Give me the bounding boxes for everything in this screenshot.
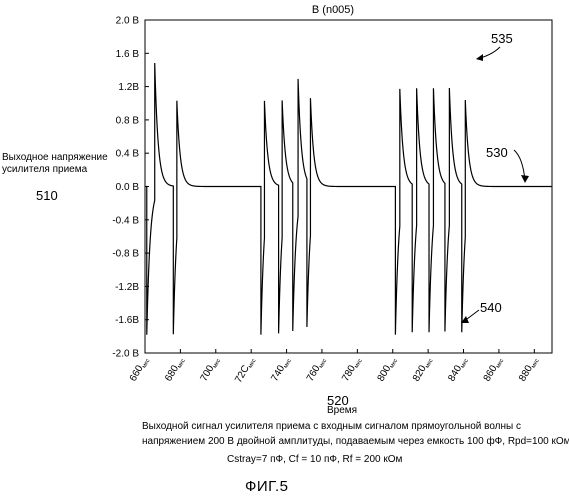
- x-tick-label: 780мкс: [340, 355, 364, 384]
- x-tick-label: 740мкс: [269, 355, 293, 384]
- annotation-535-arrowhead: [476, 54, 483, 61]
- figure-label: ФИГ.5: [245, 478, 289, 495]
- y-tick-label: -0.4 В: [112, 215, 139, 226]
- y-tick-label: -0.8 В: [112, 249, 139, 260]
- annotation-540: 540: [480, 300, 502, 315]
- annotation-535: 535: [491, 31, 513, 46]
- caption-line-3: Cstray=7 пФ, Cf = 10 пФ, Rf = 200 кОм: [227, 454, 402, 465]
- x-tick-label: 760мкс: [305, 355, 329, 384]
- x-axis-ticks: 660мкс680мкс700мкс72Смкс740мкс760мкс780м…: [128, 349, 541, 385]
- y-tick-label: -2.0 В: [112, 349, 139, 360]
- y-tick-label: 0.0 В: [116, 182, 140, 193]
- x-tick-label: 800мкс: [376, 355, 400, 384]
- y-axis-reference-number: 510: [36, 188, 58, 203]
- chart-title: В (n005): [312, 4, 354, 16]
- annotation-530-arrowhead: [521, 175, 529, 183]
- annotation-530: 530: [486, 145, 508, 160]
- x-tick-label: 72Смкс: [233, 355, 257, 385]
- y-axis-ticks: 2.0 В1.6 В1.2В0.8 В0.4 В0.0 В-0.4 В-0.8 …: [112, 16, 149, 360]
- caption-line-2: напряжением 200 В двойной амплитуды, под…: [142, 436, 569, 447]
- x-tick-label: 820мкс: [411, 355, 435, 384]
- x-tick-label: 680мкс: [163, 355, 187, 384]
- y-axis-label: Выходное напряжение усилителя приема: [2, 152, 136, 176]
- y-tick-label: 0.8 В: [116, 115, 140, 126]
- y-tick-label: 1.6 В: [116, 49, 140, 60]
- x-tick-label: 700мкс: [199, 355, 223, 384]
- x-axis-label: Время: [327, 405, 357, 416]
- y-tick-label: -1.6В: [115, 315, 139, 326]
- signal-line: [146, 63, 552, 335]
- caption-line-1: Выходной сигнал усилителя приема с входн…: [142, 421, 521, 432]
- y-tick-label: -1.2В: [115, 282, 139, 293]
- y-tick-label: 2.0 В: [116, 16, 140, 27]
- y-tick-label: 1.2В: [118, 82, 139, 93]
- x-tick-label: 880мкс: [517, 355, 541, 384]
- x-tick-label: 860мкс: [482, 355, 506, 384]
- x-tick-label: 840мкс: [446, 355, 470, 384]
